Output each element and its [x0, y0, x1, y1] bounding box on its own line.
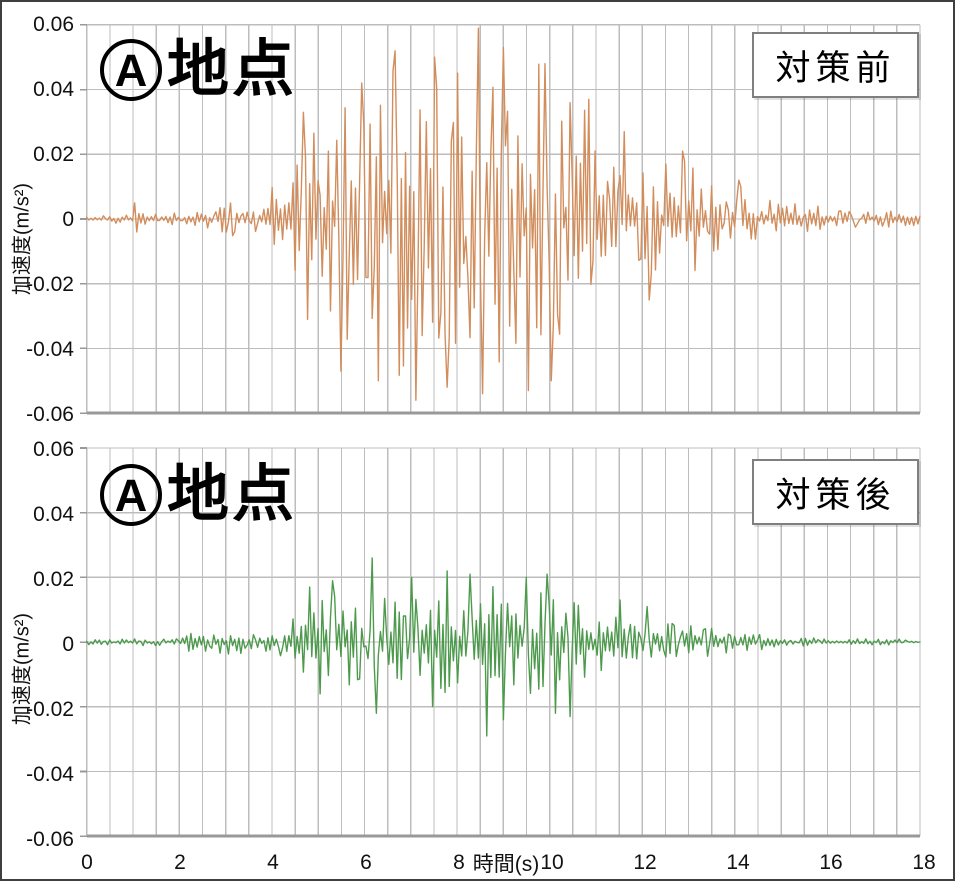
y-tick-label-before: -0.06: [26, 403, 74, 426]
y-tick-label-after: 0.02: [33, 568, 74, 591]
x-tick-label: 4: [267, 851, 279, 874]
chart-title-text: 地点: [167, 35, 298, 104]
y-tick-label-after: 0.06: [33, 438, 74, 461]
x-tick-label: 2: [174, 851, 186, 874]
waveform-after: [86, 557, 921, 737]
x-tick-label: 8: [453, 851, 465, 874]
chart-title-text: 地点: [167, 460, 298, 529]
y-tick-label-after: -0.04: [26, 763, 74, 786]
y-tick-label-before: 0.04: [33, 78, 74, 101]
legend-badge-after: 対策後: [752, 459, 919, 525]
x-axis-label: 時間(s): [472, 853, 540, 876]
x-tick-label: 6: [360, 851, 372, 874]
circled-a-icon: A: [100, 39, 162, 101]
x-tick-label: 12: [633, 851, 657, 874]
x-tick-label: 14: [726, 851, 750, 874]
waveform-before: [86, 27, 921, 401]
y-tick-label-before: 0.02: [33, 143, 74, 166]
y-tick-label-before: -0.04: [26, 338, 74, 361]
x-tick-label: 10: [540, 851, 564, 874]
y-tick-label-after: -0.06: [26, 828, 74, 851]
y-tick-label-after: 0: [62, 633, 74, 656]
circled-a-icon: A: [100, 464, 162, 526]
y-tick-label-before: 0: [62, 208, 74, 231]
x-tick-label: 16: [819, 851, 843, 874]
y-tick-label-before: 0.06: [33, 13, 74, 36]
legend-badge-before: 対策前: [752, 32, 919, 98]
y-tick-label-after: -0.02: [26, 698, 74, 721]
x-tick-label: 0: [81, 851, 93, 874]
chart-title-after: A 地点: [100, 464, 297, 526]
x-tick-label: 18: [912, 851, 936, 874]
y-tick-label-before: -0.02: [26, 273, 74, 296]
chart-title-before: A 地点: [100, 39, 297, 101]
y-tick-label-after: 0.04: [33, 503, 74, 526]
